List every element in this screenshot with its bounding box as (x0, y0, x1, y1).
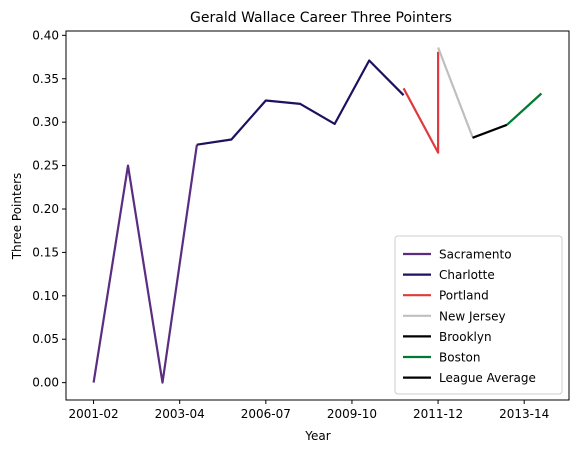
legend-label-charlotte: Charlotte (439, 268, 495, 282)
series-line-charlotte (196, 59, 405, 146)
y-tick-label: 0.35 (32, 72, 59, 86)
legend-label-portland: Portland (439, 289, 489, 303)
y-tick-label: 0.05 (32, 332, 59, 346)
series-line-boston (506, 92, 543, 126)
legend-box (394, 235, 563, 395)
y-tick-label: 0.30 (32, 115, 59, 129)
legend-label-new-jersey: New Jersey (439, 309, 506, 323)
y-tick-label: 0.20 (32, 202, 59, 216)
legend-label-boston: Boston (439, 351, 480, 365)
y-tick-label: 0.10 (32, 289, 59, 303)
series-line-sacramento (92, 144, 198, 384)
legend-label-league-average: League Average (439, 371, 536, 385)
legend-label-sacramento: Sacramento (439, 248, 512, 262)
plot-area: 0.00 0.05 0.10 0.15 0.20 0.25 0.30 0.35 0.40 2001… (32, 28, 570, 421)
y-tick-label: 0.40 (32, 28, 59, 42)
series-line-new-jersey (437, 47, 474, 138)
axes-frame (65, 30, 570, 401)
y-axis-label: Three Pointers (10, 173, 24, 261)
y-tick-label: 0.25 (32, 159, 59, 173)
x-tick-label: 2009-10 (327, 407, 377, 421)
legend-label-brooklyn: Brooklyn (439, 330, 492, 344)
x-tick-label: 2011-12 (413, 407, 463, 421)
x-tick-label: 2013-14 (499, 407, 549, 421)
y-tick-label: 0.00 (32, 376, 59, 390)
series-line-portland (402, 51, 440, 154)
x-tick-label: 2003-04 (155, 407, 205, 421)
series-line-brooklyn (472, 123, 508, 139)
x-axis-label: Year (304, 429, 330, 443)
legend: Sacramento Charlotte Portland New Jersey Bro… (394, 235, 563, 395)
chart-title: Gerald Wallace Career Three Pointers (190, 10, 452, 26)
x-tick-label: 2001-02 (68, 407, 118, 421)
x-tick-label: 2006-07 (241, 407, 291, 421)
y-tick-label: 0.15 (32, 245, 59, 259)
